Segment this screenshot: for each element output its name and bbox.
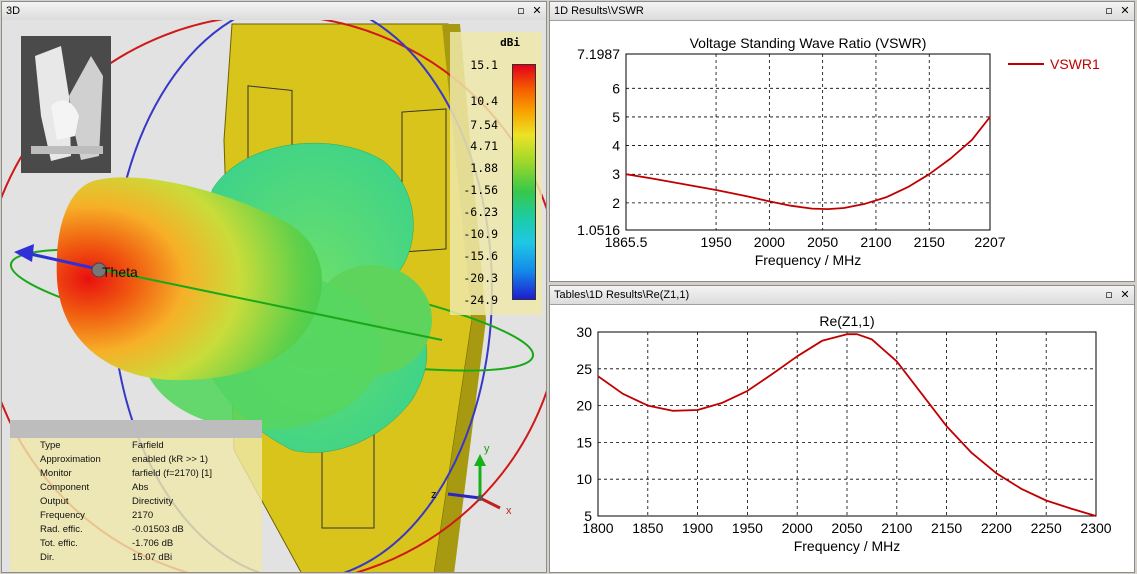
x-tick-label: 1800 [582, 520, 613, 536]
scale-label: 15.1 [470, 58, 498, 72]
info-row: Output Directivity [40, 496, 174, 507]
series-line [597, 333, 1097, 517]
re-z-chart[interactable]: 1800 1850 1900 1950 2000 2050 2100 2150 2200 2250… [550, 304, 1134, 573]
y-tick-label: 2 [612, 195, 620, 211]
y-tick-label: 5 [612, 109, 620, 125]
scale-unit: dBi [500, 36, 520, 49]
info-row: Approximation enabled (kR >> 1) [40, 454, 209, 465]
x-tick-label: 2150 [931, 520, 962, 536]
x-tick-label: 1850 [632, 520, 663, 536]
y-tick-label: 7.1987 [577, 46, 620, 62]
info-row: Frequency 2170 [40, 510, 154, 521]
x-tick-label: 1865.5 [605, 234, 648, 250]
restore-button[interactable]: ▫ [517, 4, 525, 17]
x-tick-label: 2200 [981, 520, 1012, 536]
info-row: Dir. 15.07 dBi [40, 552, 173, 563]
pane-title-re: Tables\1D Results\Re(Z1,1) [554, 289, 690, 301]
x-tick-label: 2000 [782, 520, 813, 536]
info-row: Rad. effic. -0.01503 dB [40, 524, 184, 535]
chart-title: Voltage Standing Wave Ratio (VSWR) [690, 35, 927, 51]
pane-titlebar-re[interactable]: Tables\1D Results\Re(Z1,1) ▫ ✕ [550, 286, 1134, 305]
x-tick-label: 2150 [914, 234, 945, 250]
close-button[interactable]: ✕ [1120, 4, 1130, 17]
y-tick-label: 6 [612, 80, 620, 96]
scale-label: -20.3 [463, 271, 498, 285]
series-line [625, 116, 991, 211]
close-button[interactable]: ✕ [532, 4, 542, 17]
scale-label: -24.9 [463, 293, 498, 307]
scale-label: -10.9 [463, 227, 498, 241]
y-tick-label: 3 [612, 166, 620, 182]
y-tick-label: 20 [576, 398, 592, 414]
y-tick-label: 30 [576, 324, 592, 340]
scale-label: 4.71 [470, 139, 498, 153]
restore-button[interactable]: ▫ [1105, 4, 1113, 17]
model-thumbnail [21, 36, 111, 173]
scale-label: 10.4 [470, 94, 498, 108]
info-row: Type Farfield [40, 440, 164, 451]
pane-titlebar-vswr[interactable]: 1D Results\VSWR ▫ ✕ [550, 2, 1134, 21]
info-row: Component Abs [40, 482, 149, 493]
scale-label: -6.23 [463, 205, 498, 219]
scale-label: -15.6 [463, 249, 498, 263]
x-tick-label: 2050 [807, 234, 838, 250]
x-tick-label: 2000 [754, 234, 785, 250]
axis-z-label: z [431, 489, 437, 501]
axis-x-label: x [506, 505, 512, 517]
triad-origin [477, 495, 483, 501]
x-tick-label: 1900 [682, 520, 713, 536]
x-axis-label: Frequency / MHz [794, 538, 901, 554]
axis-y-label: y [484, 443, 490, 455]
restore-button[interactable]: ▫ [1105, 288, 1113, 301]
y-tick-label: 4 [612, 138, 620, 154]
plot-area [625, 53, 991, 231]
colorbar [512, 64, 536, 300]
vswr-chart[interactable]: 1865.5 1950 2000 2050 2100 2150 2207 1.0516 2 3 4 5… [550, 20, 1134, 282]
x-tick-label: 2050 [831, 520, 862, 536]
x-tick-label: 2207 [974, 234, 1005, 250]
x-axis-label: Frequency / MHz [755, 252, 862, 268]
y-tick-label: 25 [576, 361, 592, 377]
farfield-3d-pane[interactable]: 3D ▫ ✕ [1, 1, 547, 573]
pane-titlebar-3d[interactable]: 3D ▫ ✕ [2, 2, 546, 21]
vswr-pane[interactable]: 1D Results\VSWR ▫ ✕ 1865.5 1950 2000 2050 21… [549, 1, 1135, 282]
color-scale: dBi 15.1 10.4 7.54 4.71 1.88 -1.56 -6.23… [450, 32, 542, 315]
close-button[interactable]: ✕ [1120, 288, 1130, 301]
pane-title-3d: 3D [6, 5, 21, 17]
theta-label: Theta [102, 264, 138, 280]
y-tick-label: 15 [576, 434, 592, 450]
info-row: Monitor farfield (f=2170) [1] [40, 468, 213, 479]
x-tick-label: 2250 [1031, 520, 1062, 536]
x-tick-label: 2300 [1080, 520, 1111, 536]
chart-title: Re(Z1,1) [819, 313, 874, 329]
theta-marker [91, 262, 107, 278]
farfield-info-box: Type Farfield Approximation enabled (kR >>… [10, 420, 262, 572]
y-tick-label: 1.0516 [577, 222, 620, 238]
y-tick-label: 10 [576, 471, 592, 487]
main-lobe [56, 177, 322, 381]
scale-label: -1.56 [463, 183, 498, 197]
re-z-pane[interactable]: Tables\1D Results\Re(Z1,1) ▫ ✕ 1800 1850 1… [549, 285, 1135, 573]
info-row: Tot. effic. -1.706 dB [40, 538, 174, 549]
theta-arrow-icon [14, 244, 34, 262]
x-tick-label: 2100 [860, 234, 891, 250]
scale-label: 1.88 [470, 161, 498, 175]
x-tick-label: 1950 [700, 234, 731, 250]
x-tick-label: 2100 [881, 520, 912, 536]
pane-title-vswr: 1D Results\VSWR [554, 5, 644, 17]
scale-label: 7.54 [470, 118, 498, 132]
x-tick-label: 1950 [732, 520, 763, 536]
legend-label: VSWR1 [1050, 56, 1100, 72]
y-tick-label: 5 [584, 508, 592, 524]
